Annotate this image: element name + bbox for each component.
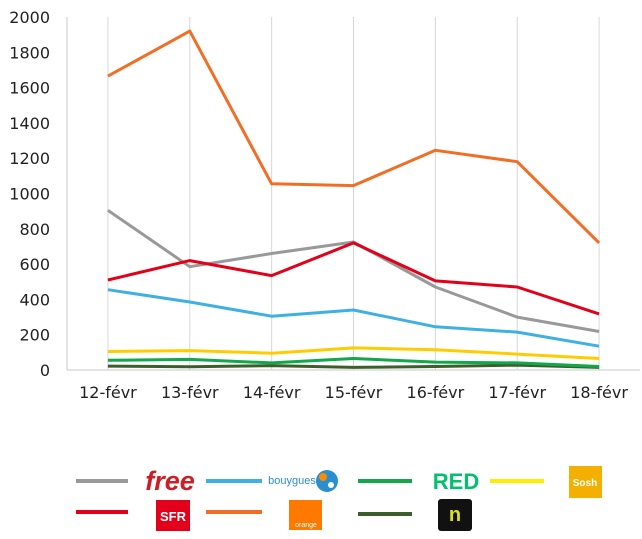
sosh-logo-text: Sosh: [573, 478, 597, 489]
x-tick-label: 12-févr: [79, 383, 137, 402]
free-logo: free: [145, 466, 195, 496]
bouygues-logo-bubble: [316, 470, 338, 492]
nrj-logo-box: [438, 499, 472, 531]
legend: free bouygues RED Sosh SFR orange: [76, 466, 602, 531]
orange-logo: orange: [289, 500, 322, 530]
series-lines: [107, 29, 601, 369]
x-tick-label: 18-févr: [570, 383, 628, 402]
bouygues-logo: bouygues: [268, 470, 338, 492]
x-axis-ticks: 12-févr 13-févr 14-févr 15-févr 16-févr 17-fé…: [79, 383, 628, 402]
nrj-logo-text: n: [449, 504, 461, 526]
x-tick-label: 14-févr: [243, 383, 301, 402]
red-logo: RED: [433, 469, 479, 494]
free-logo-text: free: [145, 466, 195, 496]
bouygues-logo-bubble-inner: [319, 473, 327, 481]
y-tick-label: 1200: [9, 149, 50, 168]
axes: [66, 17, 640, 371]
sfr-logo: SFR: [156, 500, 190, 531]
orange-logo-text: orange: [295, 522, 317, 529]
series-line-bouygues: [107, 288, 600, 348]
sosh-logo-box: [569, 466, 602, 498]
x-tick-label: 16-févr: [407, 383, 465, 402]
y-tick-label: 2000: [9, 8, 50, 27]
grid-lines: [107, 17, 600, 370]
y-tick-label: 0: [40, 361, 50, 380]
y-tick-label: 1400: [9, 114, 50, 133]
y-tick-label: 1600: [9, 79, 50, 98]
sfr-logo-box: [156, 500, 190, 531]
red-logo-text: RED: [433, 469, 479, 494]
nrj-mobile-logo: n: [438, 499, 472, 531]
x-tick-label: 13-févr: [161, 383, 219, 402]
series-line-sosh: [107, 346, 600, 360]
orange-logo-box: [289, 500, 322, 530]
x-tick-label: 17-févr: [488, 383, 546, 402]
x-tick-label: 15-févr: [325, 383, 383, 402]
y-tick-label: 200: [19, 326, 50, 345]
y-axis-ticks: 0 200 400 600 800 1000 1200 1400 1600 1800 2000: [9, 8, 50, 380]
y-tick-label: 800: [19, 220, 50, 239]
y-tick-label: 1000: [9, 185, 50, 204]
series-line-red: [107, 357, 600, 368]
y-tick-label: 1800: [9, 43, 50, 62]
y-tick-label: 400: [19, 290, 50, 309]
series-line-sfr: [107, 241, 600, 316]
y-tick-label: 600: [19, 255, 50, 274]
bouygues-logo-bubble-dot: [328, 482, 334, 488]
sfr-logo-text: SFR: [160, 509, 187, 524]
series-line-orange: [107, 29, 601, 244]
bouygues-logo-text: bouygues: [268, 475, 316, 487]
series-line-nrj-mobile: [107, 363, 600, 369]
sosh-logo: Sosh: [569, 466, 602, 498]
